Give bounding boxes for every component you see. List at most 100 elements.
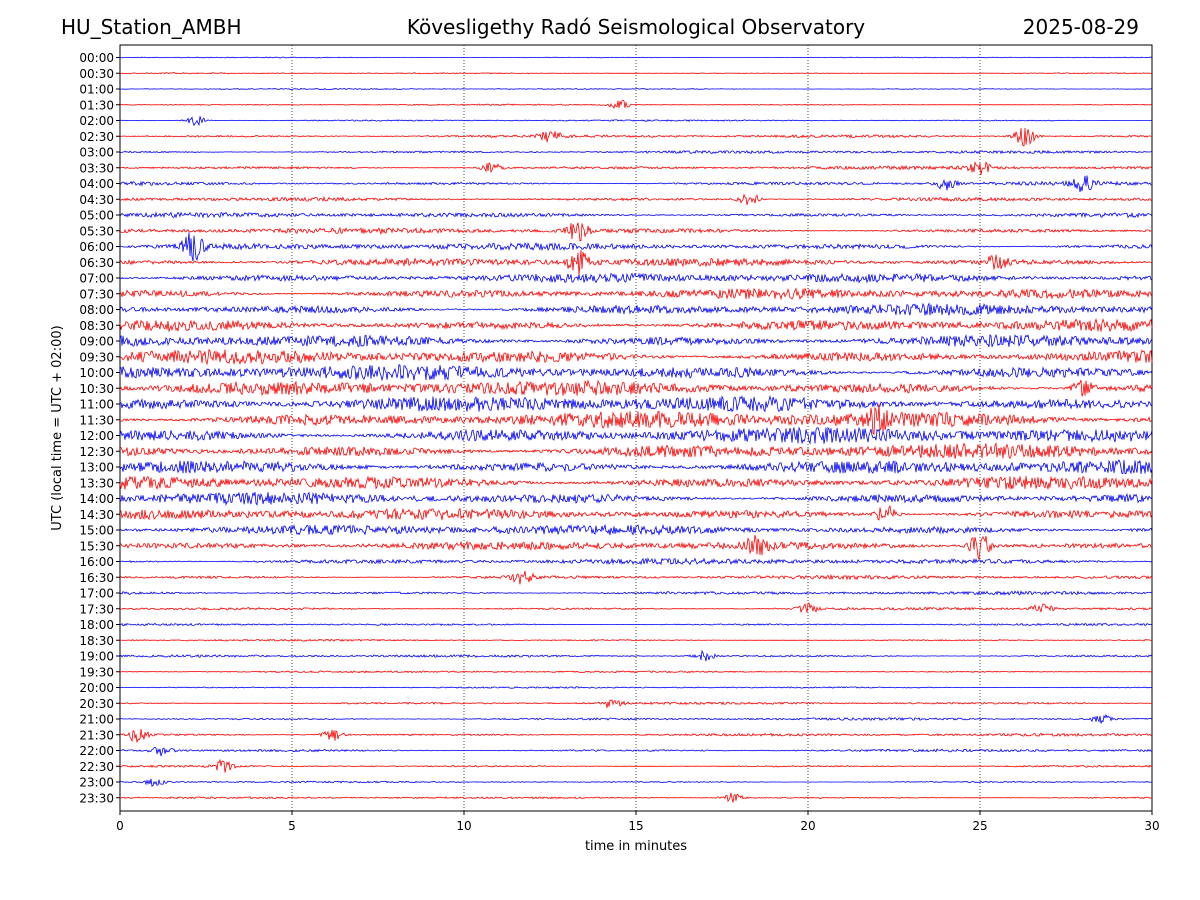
trace-2030 (119, 699, 1153, 708)
trace-1030 (119, 379, 1153, 397)
trace-0530 (119, 222, 1153, 242)
y-tick-label: 08:30 (79, 319, 114, 333)
x-tick-label: 25 (972, 819, 987, 833)
x-axis-ticks: 0 5 10 15 20 25 30 (116, 811, 1160, 833)
y-tick-label: 10:00 (79, 366, 114, 380)
trace-0700 (119, 272, 1153, 284)
trace-0100 (119, 87, 1153, 91)
trace-0200 (120, 116, 1153, 127)
trace-layer (119, 56, 1153, 803)
y-tick-label: 08:00 (79, 303, 114, 317)
y-tick-label: 05:00 (79, 209, 114, 223)
trace-0000 (119, 56, 1153, 59)
x-tick-label: 5 (288, 819, 296, 833)
y-tick-label: 05:30 (79, 224, 114, 238)
trace-0400 (119, 175, 1152, 193)
y-tick-label: 01:00 (79, 83, 114, 97)
trace-0800 (119, 302, 1153, 316)
trace-2130 (119, 729, 1153, 743)
trace-0500 (119, 211, 1153, 219)
date-label: 2025-08-29 (1022, 15, 1139, 39)
trace-0300 (119, 149, 1153, 155)
station-name: HU_Station_AMBH (61, 15, 242, 39)
trace-1430 (119, 505, 1153, 521)
y-tick-label: 23:30 (79, 791, 114, 805)
y-tick-label: 20:30 (79, 697, 114, 711)
y-tick-label: 07:00 (79, 272, 114, 286)
y-tick-label: 11:30 (79, 413, 114, 427)
y-tick-label: 00:30 (79, 67, 114, 81)
trace-2100 (119, 713, 1153, 724)
x-tick-label: 20 (800, 819, 815, 833)
y-tick-label: 06:00 (79, 240, 114, 254)
y-tick-label: 02:30 (79, 130, 114, 144)
x-tick-label: 10 (456, 819, 471, 833)
trace-1400 (119, 491, 1153, 507)
x-tick-label: 30 (1144, 819, 1159, 833)
y-tick-label: 23:00 (79, 776, 114, 790)
trace-0030 (119, 72, 1153, 75)
y-tick-label: 15:00 (79, 524, 114, 538)
trace-1800 (120, 622, 1153, 627)
y-tick-label: 13:30 (79, 476, 114, 490)
trace-1300 (119, 459, 1153, 475)
y-tick-label: 12:30 (79, 445, 114, 459)
trace-1900 (119, 649, 1153, 662)
y-tick-label: 02:00 (79, 114, 114, 128)
trace-1700 (119, 590, 1153, 596)
trace-0830 (119, 317, 1153, 333)
y-tick-label: 22:00 (79, 744, 114, 758)
y-tick-label: 18:00 (79, 618, 114, 632)
y-tick-label: 03:00 (79, 146, 114, 160)
y-tick-label: 14:30 (79, 508, 114, 522)
y-tick-label: 09:30 (79, 350, 114, 364)
trace-0600 (119, 232, 1153, 262)
trace-1600 (119, 557, 1153, 566)
y-axis-label: UTC (local time = UTC + 02:00) (50, 325, 65, 530)
y-tick-label: 14:00 (79, 492, 114, 506)
grid-lines (291, 45, 981, 811)
trace-1100 (120, 395, 1153, 413)
trace-1630 (119, 570, 1153, 585)
x-tick-label: 15 (628, 819, 643, 833)
trace-1230 (120, 442, 1153, 460)
trace-0130 (119, 99, 1153, 110)
y-tick-label: 16:30 (79, 571, 114, 585)
y-tick-label: 21:30 (79, 728, 114, 742)
y-tick-label: 04:30 (79, 193, 114, 207)
y-tick-label: 09:00 (79, 335, 114, 349)
y-tick-label: 13:00 (79, 461, 114, 475)
trace-0630 (119, 250, 1153, 276)
trace-1000 (119, 364, 1153, 382)
trace-1830 (119, 638, 1153, 642)
trace-1530 (119, 535, 1153, 561)
y-tick-label: 06:30 (79, 256, 114, 270)
trace-1130 (119, 403, 1153, 435)
observatory-title: Kövesligethy Radó Seismological Observat… (406, 15, 866, 39)
trace-2230 (119, 758, 1153, 773)
y-tick-label: 03:30 (79, 161, 114, 175)
trace-1930 (119, 670, 1153, 674)
trace-0900 (119, 333, 1153, 348)
y-tick-label: 19:30 (79, 665, 114, 679)
x-axis-label: time in minutes (585, 839, 687, 854)
trace-2000 (119, 686, 1153, 689)
y-tick-label: 22:30 (79, 760, 114, 774)
x-tick-label: 0 (116, 819, 124, 833)
y-tick-label: 17:00 (79, 587, 114, 601)
y-tick-label: 10:30 (79, 382, 114, 396)
y-tick-label: 07:30 (79, 287, 114, 301)
trace-2330 (119, 792, 1152, 803)
y-tick-label: 16:00 (79, 555, 114, 569)
y-tick-label: 18:30 (79, 634, 114, 648)
y-tick-label: 11:00 (79, 398, 114, 412)
y-tick-label: 04:00 (79, 177, 114, 191)
y-tick-label: 19:00 (79, 650, 114, 664)
trace-1500 (119, 523, 1153, 537)
y-tick-label: 21:00 (79, 713, 114, 727)
trace-2300 (119, 778, 1153, 787)
y-tick-label: 20:00 (79, 681, 114, 695)
trace-1330 (119, 475, 1153, 491)
y-tick-label: 17:30 (79, 602, 114, 616)
